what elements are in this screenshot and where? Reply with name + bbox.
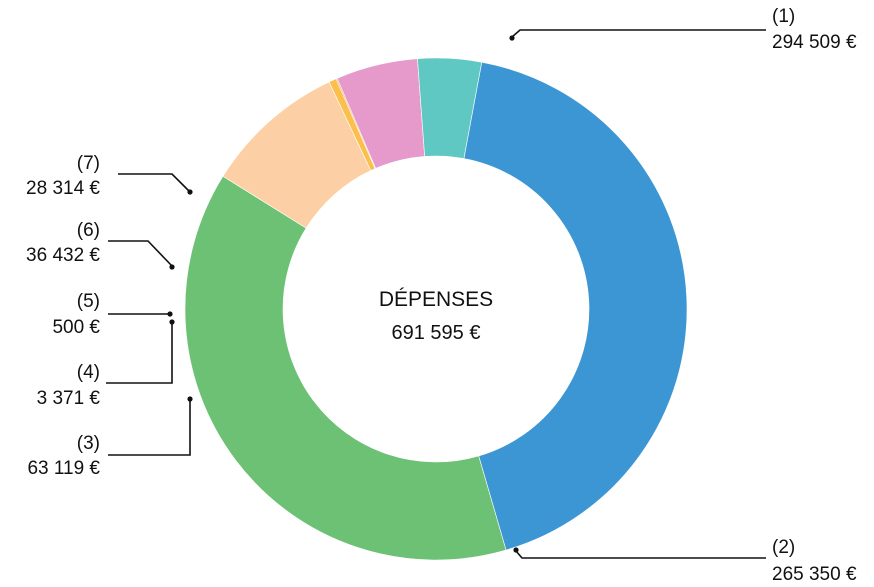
slice-value-3: 63 119 € bbox=[27, 458, 100, 479]
slice-label-7: (7) bbox=[77, 153, 100, 174]
chart-title: DÉPENSES bbox=[379, 288, 493, 311]
slice-label-6: (6) bbox=[77, 220, 100, 241]
slice-value-4: 3 371 € bbox=[37, 388, 101, 409]
slice-value-5: 500 € bbox=[52, 317, 100, 338]
slice-label-1: (1) bbox=[772, 6, 795, 27]
leader-line-6 bbox=[108, 240, 173, 267]
leader-dot-3 bbox=[187, 396, 193, 402]
leader-dot-7 bbox=[187, 189, 193, 195]
slice-value-7: 28 314 € bbox=[26, 178, 100, 199]
slice-label-2: (2) bbox=[772, 537, 795, 558]
slice-value-2: 265 350 € bbox=[772, 564, 857, 585]
leader-dot-5 bbox=[167, 311, 173, 317]
leader-line-4 bbox=[106, 323, 173, 384]
chart-total: 691 595 € bbox=[392, 322, 481, 344]
slice-1 bbox=[463, 61, 688, 551]
slice-label-5: (5) bbox=[77, 291, 100, 312]
slice-label-4: (4) bbox=[77, 362, 100, 383]
slice-value-1: 294 509 € bbox=[772, 32, 857, 53]
leader-line-1 bbox=[511, 29, 766, 38]
leader-dot-1 bbox=[509, 35, 515, 41]
slice-7 bbox=[417, 57, 483, 159]
slice-label-3: (3) bbox=[77, 433, 100, 454]
donut-slices bbox=[184, 57, 688, 561]
leader-line-2 bbox=[515, 550, 766, 559]
slice-value-6: 36 432 € bbox=[26, 245, 100, 266]
leader-line-7 bbox=[118, 173, 191, 193]
slice-2 bbox=[184, 175, 507, 561]
leader-line-3 bbox=[108, 400, 191, 456]
leader-dot-2 bbox=[513, 547, 519, 553]
leader-dot-4 bbox=[169, 319, 175, 325]
leader-dot-6 bbox=[169, 264, 175, 270]
